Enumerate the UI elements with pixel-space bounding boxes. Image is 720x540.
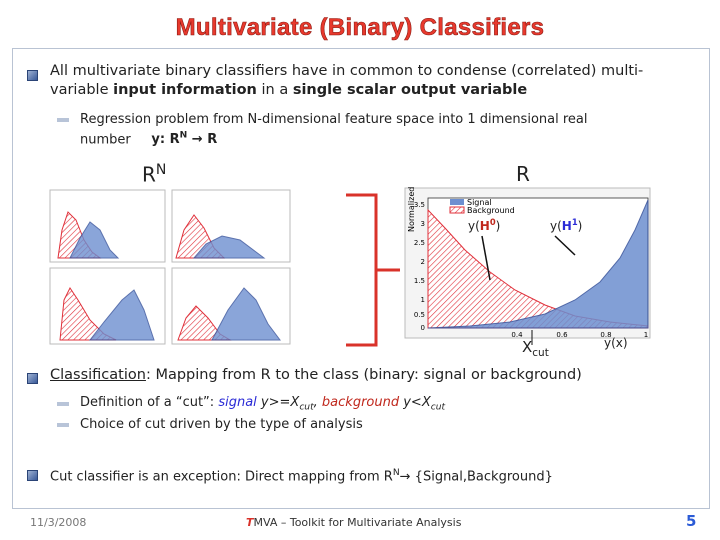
sub-bullet (57, 118, 69, 122)
text: R (202, 132, 218, 148)
text: Definition of a “cut”: (80, 395, 219, 410)
tick-label: 1.5 (414, 277, 425, 285)
tick-label: 0.5 (414, 311, 425, 319)
text: single scalar output variable (292, 82, 528, 98)
tick-label: 3.5 (414, 201, 425, 209)
content-frame (12, 48, 710, 509)
text: cut (532, 347, 549, 359)
page-number: 5 (686, 512, 697, 530)
yx-label: y(x) (604, 336, 628, 350)
tick-label: 0.8 (600, 331, 611, 339)
text: 1 (571, 217, 578, 227)
xcut-label: Xcut (522, 338, 549, 359)
text: X (522, 338, 533, 356)
h0-label: y(H0) (468, 217, 500, 233)
text: MVA – Toolkit for Multivariate Analysis (253, 516, 462, 529)
text: All multivariate binary classifiers have… (50, 63, 644, 98)
text: y( (550, 219, 562, 233)
legend-entry: Signal (467, 198, 492, 207)
text: cut (299, 402, 314, 413)
bullet (27, 70, 38, 81)
cut-classifier-text: Cut classifier is an exception: Direct m… (50, 465, 553, 485)
text: N (179, 131, 188, 141)
text: Classification (50, 367, 146, 383)
text: R (142, 162, 156, 187)
tick-label: 0.4 (511, 331, 523, 339)
text: Regression problem from N-dimensional fe… (80, 112, 588, 148)
intro-text: All multivariate binary classifiers have… (50, 62, 690, 100)
x-ticks: 0.4 0.6 0.8 1 (511, 331, 648, 339)
tick-label: 2 (421, 258, 425, 266)
axis-label: Normalized (407, 187, 416, 232)
text: in a (256, 82, 293, 98)
text: , (313, 395, 322, 410)
bracket (346, 193, 400, 347)
sub-bullet (57, 402, 69, 406)
choice-text: Choice of cut driven by the type of anal… (80, 417, 363, 432)
tick-label: 0 (421, 324, 425, 332)
text: signal (218, 395, 257, 410)
r-label: R (516, 162, 530, 186)
text: T (246, 516, 254, 529)
footer-title: TMVA – Toolkit for Multivariate Analysis (246, 516, 461, 529)
text: y<X (399, 395, 431, 410)
sub-bullet (57, 423, 69, 427)
bullet (27, 470, 38, 481)
text: input information (113, 82, 257, 98)
slide-title: Multivariate (Binary) Classifiers (175, 14, 545, 42)
text: → {Signal,Background} (399, 469, 553, 485)
text: background (321, 395, 400, 410)
text: y( (468, 219, 480, 233)
tick-label: 3 (421, 220, 425, 228)
tick-label: 1 (644, 331, 648, 339)
text: : Mapping from R to the class (binary: s… (145, 367, 582, 383)
text: y: R (151, 132, 180, 148)
regression-text: Regression problem from N-dimensional fe… (80, 111, 670, 148)
tick-label: 0.6 (556, 331, 568, 339)
text: H (561, 219, 572, 233)
rn-label: RN (142, 162, 166, 187)
text: H (479, 219, 490, 233)
text: N (155, 162, 167, 178)
y-ticks: 3.5 3 2.5 2 1.5 1 0.5 0 (414, 201, 425, 332)
footer-rule (12, 508, 710, 509)
text: cut (430, 402, 446, 413)
legend-entry: Background (467, 206, 515, 215)
text: ) (577, 219, 583, 233)
classification-text: Classification: Mapping from R to the cl… (50, 366, 690, 385)
tick-label: 1 (421, 296, 425, 304)
bullet (27, 373, 38, 384)
definition-text: Definition of a “cut”: signal y>=Xcut, b… (80, 394, 445, 417)
text: Cut classifier is an exception: Direct m… (50, 469, 393, 485)
footer-date: 11/3/2008 (30, 516, 87, 529)
text: N (392, 468, 400, 478)
h1-label: y(H1) (550, 217, 582, 233)
tick-label: 2.5 (414, 239, 425, 247)
text: ) (495, 219, 501, 233)
output-histogram: Signal Background Normalized 3.5 3 2.5 2… (404, 187, 651, 345)
text: → (191, 132, 203, 148)
small-histograms (49, 189, 291, 345)
text: 0 (489, 217, 496, 227)
text: y>=X (256, 395, 300, 410)
